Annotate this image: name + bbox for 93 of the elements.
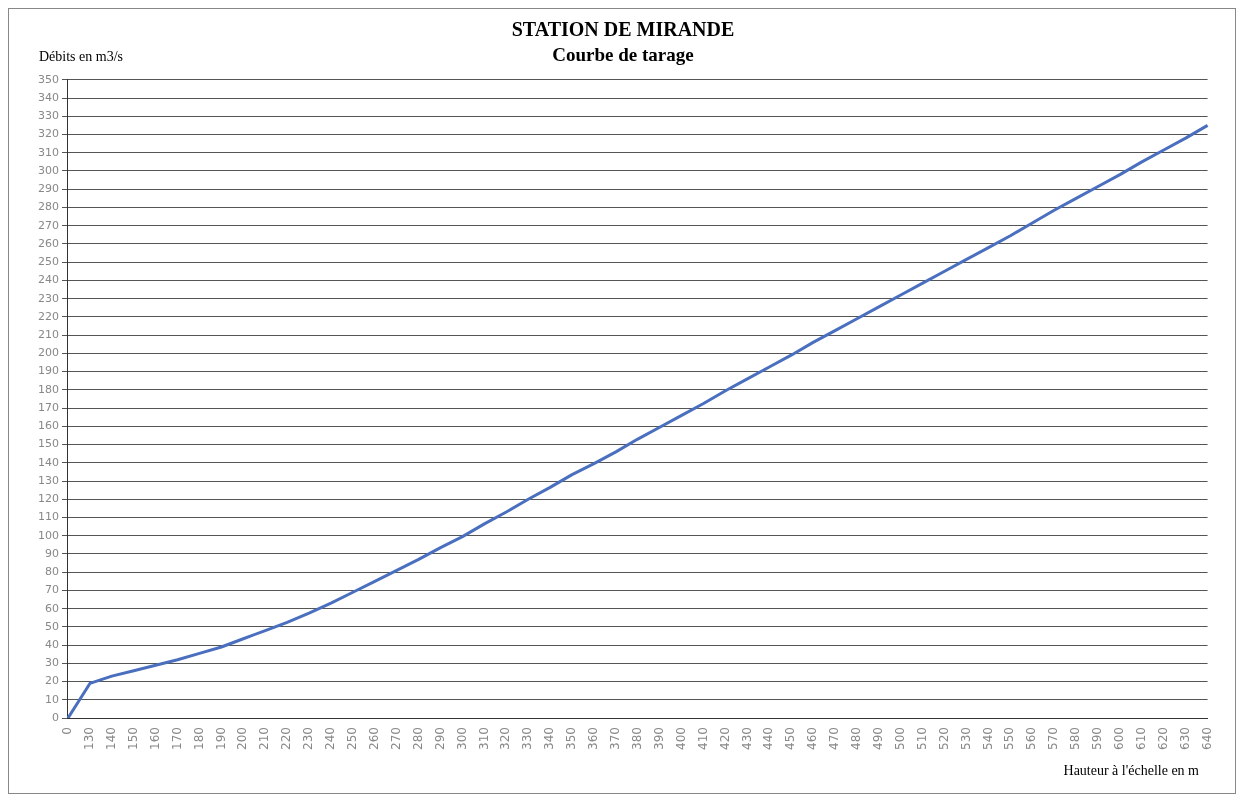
x-tick-label: 310 [476,727,491,750]
y-tick-label: 10 [45,692,59,706]
x-tick-label: 430 [739,727,754,750]
x-tick-label: 560 [1024,727,1039,750]
x-tick-label: 270 [388,727,403,750]
y-tick-label: 290 [38,182,59,196]
x-tick-label: 590 [1090,727,1105,750]
x-tick-label: 180 [191,727,206,750]
x-tick-label: 260 [366,727,381,750]
y-tick-label: 80 [45,565,59,579]
y-tick-label: 30 [45,656,59,670]
y-tick-label: 60 [45,601,59,615]
x-tick-label: 480 [849,727,864,750]
y-tick-label: 330 [38,109,59,123]
x-tick-label: 500 [892,727,907,750]
x-tick-label: 390 [651,727,666,750]
y-tick-label: 100 [38,528,59,542]
y-tick-label: 70 [45,583,59,597]
x-tick-label: 380 [629,727,644,750]
x-tick-label: 520 [936,727,951,750]
x-tick-label: 220 [279,727,294,750]
y-tick-label: 110 [38,510,59,524]
y-tick-label: 230 [38,291,59,305]
x-tick-label: 300 [454,727,469,750]
x-tick-label: 340 [542,727,557,750]
x-tick-label: 350 [564,727,579,750]
y-tick-label: 190 [38,364,59,378]
y-tick-label: 170 [38,400,59,414]
chart-title: STATION DE MIRANDE [511,18,735,41]
x-tick-label: 450 [783,727,798,750]
x-tick-label: 580 [1068,727,1083,750]
y-tick-label: 160 [38,419,59,433]
y-tick-label: 340 [38,90,59,104]
y-tick-label: 350 [38,72,59,86]
x-tick-label: 550 [1002,727,1017,750]
x-tick-label: 370 [608,727,623,750]
y-tick-label: 320 [38,127,59,141]
x-tick-label: 210 [257,727,272,750]
x-tick-label: 470 [827,727,842,750]
y-tick-label: 300 [38,163,59,177]
x-tick-label: 170 [169,727,184,750]
x-tick-label: 610 [1133,727,1148,750]
x-tick-label: 190 [213,727,228,750]
y-tick-label: 50 [45,619,59,633]
y-tick-label: 130 [38,473,59,487]
y-tick-label: 90 [45,546,59,560]
y-tick-label: 270 [38,218,59,232]
x-tick-label: 330 [520,727,535,750]
y-tick-label: 0 [52,710,59,724]
x-tick-label: 460 [805,727,820,750]
chart-subtitle: Courbe de tarage [552,44,694,66]
y-tick-label: 210 [38,327,59,341]
y-tick-label: 240 [38,273,59,287]
y-tick-label: 140 [38,455,59,469]
y-tick-label: 220 [38,309,59,323]
x-tick-label: 410 [695,727,710,750]
x-tick-label: 200 [235,727,250,750]
y-tick-label: 200 [38,346,59,360]
x-tick-label: 240 [323,727,338,750]
x-tick-label: 620 [1155,727,1170,750]
x-tick-label: 250 [345,727,360,750]
x-tick-label: 440 [761,727,776,750]
x-tick-label: 420 [717,727,732,750]
x-tick-label: 360 [586,727,601,750]
x-tick-label: 640 [1199,727,1214,750]
x-tick-label: 630 [1177,727,1192,750]
y-tick-label: 250 [38,255,59,269]
x-tick-label: 130 [82,727,97,750]
x-tick-label: 570 [1046,727,1061,750]
x-tick-label: 400 [673,727,688,750]
y-tick-label: 40 [45,638,59,652]
x-tick-label: 280 [410,727,425,750]
y-axis-title: Débits en m3/s [39,49,123,65]
x-tick-label: 290 [432,727,447,750]
x-tick-label: 510 [914,727,929,750]
y-tick-label: 260 [38,236,59,250]
x-tick-label: 600 [1112,727,1127,750]
x-tick-label: 530 [958,727,973,750]
y-tick-label: 120 [38,492,59,506]
y-tick-label: 310 [38,145,59,159]
x-axis-title: Hauteur à l'échelle en m [1063,763,1199,779]
y-tick-label: 280 [38,200,59,214]
x-tick-label: 230 [301,727,316,750]
y-tick-label: 20 [45,674,59,688]
x-tick-label: 0 [60,727,75,735]
y-tick-label: 150 [38,437,59,451]
x-tick-label: 320 [498,727,513,750]
x-tick-label: 540 [980,727,995,750]
y-tick-label: 180 [38,382,59,396]
x-tick-label: 140 [103,727,118,750]
x-tick-label: 160 [147,727,162,750]
x-tick-label: 150 [125,727,140,750]
x-tick-label: 490 [870,727,885,750]
